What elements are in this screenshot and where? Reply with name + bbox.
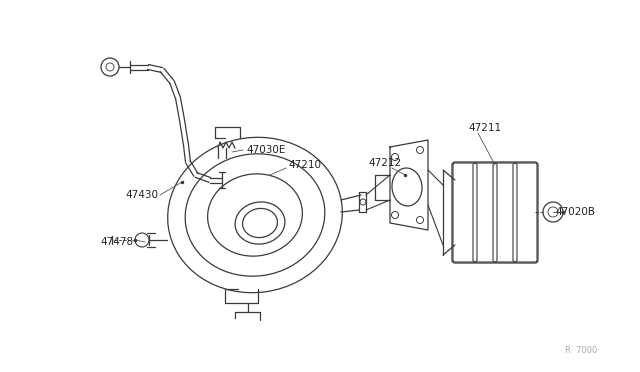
Text: 47210: 47210	[288, 160, 321, 170]
Text: 47478: 47478	[100, 237, 133, 247]
Text: 47020B: 47020B	[555, 207, 595, 217]
Text: 47030E: 47030E	[246, 145, 285, 155]
Text: 47430: 47430	[125, 190, 158, 200]
Text: 47211: 47211	[468, 123, 501, 133]
Text: R· 7000·: R· 7000·	[565, 346, 600, 355]
Text: 47212: 47212	[368, 158, 401, 168]
